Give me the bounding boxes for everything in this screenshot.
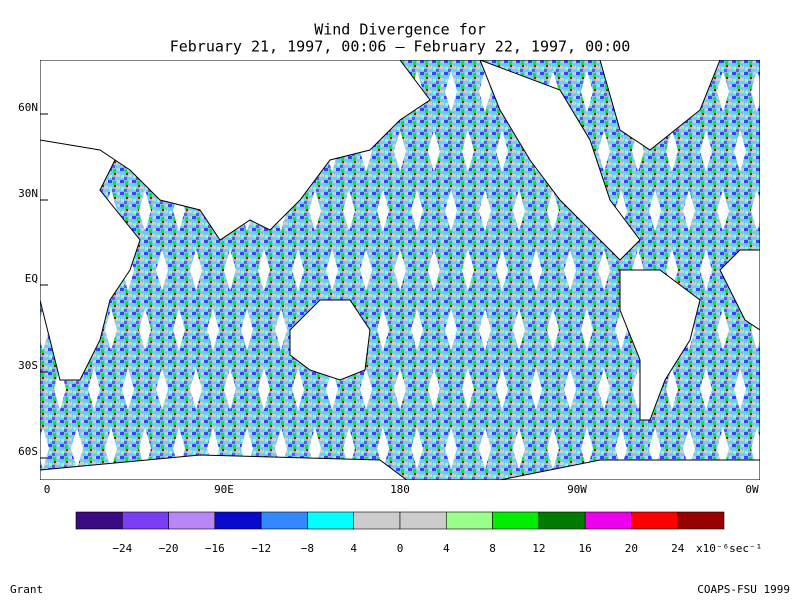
lon-label: 90W xyxy=(567,483,587,496)
lon-label: 0W xyxy=(745,483,759,496)
lat-label: 30S xyxy=(18,359,38,372)
swath xyxy=(788,60,800,480)
map xyxy=(40,60,800,480)
color-swatch xyxy=(677,511,725,530)
color-swatch xyxy=(538,511,586,530)
legend-label: 8 xyxy=(489,542,496,555)
footer-left: Grant xyxy=(10,583,43,596)
swath xyxy=(754,459,760,480)
legend-label: −12 xyxy=(251,542,271,555)
color-swatch xyxy=(584,511,632,530)
color-swatch xyxy=(168,511,216,530)
legend-label: 4 xyxy=(443,542,450,555)
swath xyxy=(720,340,760,480)
color-swatch xyxy=(260,511,308,530)
color-swatch xyxy=(121,511,169,530)
lat-label: EQ xyxy=(25,272,38,285)
legend-label: −8 xyxy=(301,542,314,555)
legend-unit: x10⁻⁶sec⁻¹ xyxy=(696,542,762,555)
legend-label: 20 xyxy=(625,542,638,555)
color-swatch xyxy=(445,511,493,530)
legend-label: 12 xyxy=(532,542,545,555)
swath xyxy=(40,459,46,480)
color-swatch xyxy=(214,511,262,530)
swath xyxy=(40,60,46,81)
subtitle: February 21, 1997, 00:06 – February 22, … xyxy=(170,38,631,56)
swath xyxy=(754,60,760,81)
color-swatch xyxy=(399,511,447,530)
legend-label: −20 xyxy=(159,542,179,555)
lon-label: 180 xyxy=(390,483,410,496)
color-swatch xyxy=(75,511,123,530)
legend-label: −24 xyxy=(112,542,132,555)
lat-label: 30N xyxy=(18,187,38,200)
swath xyxy=(720,60,760,200)
color-swatch xyxy=(631,511,679,530)
lon-label: 0 xyxy=(44,483,51,496)
legend-label: 16 xyxy=(579,542,592,555)
color-swatch xyxy=(353,511,401,530)
color-swatch xyxy=(307,511,355,530)
footer-right: COAPS-FSU 1999 xyxy=(697,583,790,596)
lat-label: 60S xyxy=(18,445,38,458)
legend-label: 4 xyxy=(350,542,357,555)
title: Wind Divergence for xyxy=(314,21,486,39)
legend-label: −16 xyxy=(205,542,225,555)
legend-label: 0 xyxy=(397,542,404,555)
color-swatch xyxy=(492,511,540,530)
legend-label: 24 xyxy=(671,542,685,555)
lat-label: 60N xyxy=(18,101,38,114)
swath xyxy=(788,60,800,480)
lon-label: 90E xyxy=(214,483,234,496)
